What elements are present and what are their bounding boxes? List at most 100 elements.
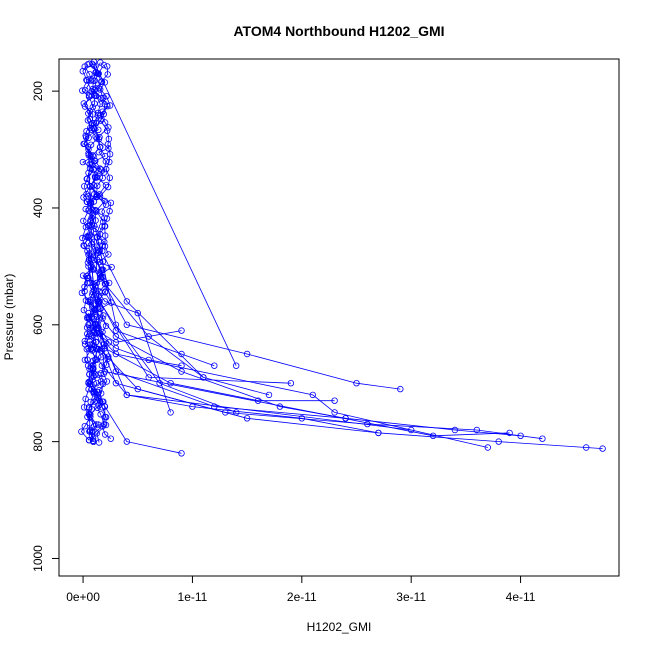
- data-point: [103, 127, 111, 134]
- data-point: [92, 157, 99, 165]
- data-point: [243, 350, 251, 358]
- data-point: [123, 391, 130, 399]
- data-point: [101, 431, 109, 438]
- data-point: [80, 100, 87, 107]
- data-point: [167, 380, 174, 387]
- series-line: [96, 64, 110, 443]
- data-point: [102, 165, 110, 173]
- data-point: [86, 428, 93, 435]
- data-point: [93, 174, 100, 181]
- data-point: [89, 152, 96, 159]
- data-point: [100, 61, 108, 69]
- data-point: [95, 84, 103, 92]
- data-point: [86, 426, 94, 434]
- data-point: [89, 85, 96, 93]
- data-point: [101, 232, 109, 239]
- data-point: [85, 298, 92, 305]
- data-point: [599, 445, 606, 452]
- data-point: [92, 339, 100, 346]
- data-point: [100, 312, 107, 319]
- data-point: [105, 279, 113, 287]
- data-point: [156, 380, 163, 387]
- data-point: [583, 444, 590, 451]
- y-tick-label: 800: [31, 431, 45, 451]
- data-point: [103, 92, 110, 100]
- data-point: [95, 439, 103, 446]
- data-point: [90, 315, 98, 323]
- data-point: [105, 339, 113, 346]
- data-point: [96, 193, 104, 200]
- data-point: [85, 92, 93, 99]
- data-point: [90, 125, 98, 133]
- data-point: [79, 158, 87, 166]
- data-point: [104, 71, 111, 78]
- series-line: [88, 324, 488, 448]
- plot-area: [78, 59, 606, 457]
- data-point: [178, 350, 185, 358]
- y-tick-label: 600: [31, 314, 45, 334]
- data-point: [83, 77, 91, 84]
- data-point: [287, 380, 295, 387]
- data-point: [103, 361, 110, 368]
- data-point: [451, 426, 459, 434]
- data-point: [108, 264, 115, 271]
- data-point: [104, 183, 112, 191]
- data-point: [96, 298, 103, 305]
- data-point: [96, 144, 104, 151]
- data-point: [106, 150, 114, 158]
- data-point: [85, 309, 92, 317]
- data-point: [105, 124, 112, 131]
- data-point: [101, 238, 108, 246]
- x-axis: 0e+00 1e-11 2e-11 3e-11 4e-11: [66, 575, 536, 604]
- x-tick-label: 2e-11: [287, 590, 317, 604]
- series-line: [88, 277, 171, 413]
- data-point: [123, 438, 130, 445]
- data-point: [101, 403, 109, 410]
- data-point: [100, 169, 108, 176]
- data-point: [99, 108, 106, 115]
- data-point: [145, 374, 152, 381]
- data-point: [408, 426, 415, 434]
- x-tick-label: 0e+00: [66, 590, 100, 604]
- data-point: [112, 380, 120, 387]
- data-point: [243, 415, 251, 422]
- data-point: [94, 394, 101, 402]
- data-point: [495, 438, 502, 445]
- data-point: [81, 337, 88, 345]
- data-point: [101, 289, 109, 296]
- data-point: [103, 378, 111, 385]
- data-point: [95, 148, 103, 156]
- data-point: [331, 409, 338, 416]
- data-point: [429, 432, 437, 439]
- data-point: [134, 385, 141, 393]
- data-point: [375, 429, 382, 437]
- data-point: [93, 380, 100, 387]
- data-point: [90, 423, 98, 430]
- data-point: [98, 362, 106, 369]
- x-tick-label: 3e-11: [396, 590, 426, 604]
- series-line: [88, 382, 182, 454]
- series-line: [93, 61, 237, 366]
- data-point: [167, 409, 174, 416]
- data-point: [103, 63, 111, 70]
- data-point: [107, 435, 114, 442]
- data-point: [89, 435, 97, 442]
- data-point: [101, 413, 109, 421]
- data-point: [87, 141, 95, 148]
- series-line: [88, 347, 379, 434]
- data-point: [106, 174, 113, 181]
- data-point: [102, 158, 109, 165]
- data-point: [85, 239, 92, 247]
- series-line: [88, 242, 510, 437]
- data-point: [85, 345, 92, 352]
- chart-title: ATOM4 Northbound H1202_GMI: [233, 23, 444, 39]
- data-point: [85, 403, 93, 411]
- data-point: [86, 341, 94, 348]
- data-point: [93, 135, 100, 142]
- data-point: [106, 158, 113, 166]
- data-point: [85, 321, 92, 328]
- data-point: [97, 117, 104, 124]
- y-axis: 200 400 600 800 1000: [31, 81, 60, 572]
- data-point: [99, 423, 106, 430]
- data-point: [104, 141, 112, 148]
